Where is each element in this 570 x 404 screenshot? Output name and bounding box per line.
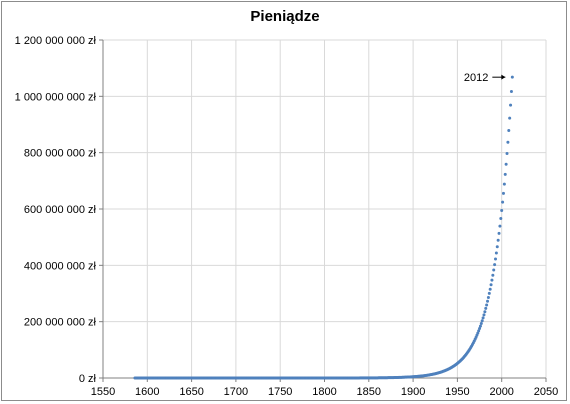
y-tick-label: 1 200 000 000 zł	[15, 35, 97, 47]
y-tick-label: 0 zł	[79, 373, 97, 385]
data-point	[502, 182, 506, 186]
y-tick-label: 1 000 000 000 zł	[15, 91, 97, 103]
data-point	[507, 129, 511, 133]
data-point	[497, 231, 501, 235]
data-point	[494, 251, 498, 255]
x-tick-label: 1850	[357, 386, 381, 398]
data-point	[486, 295, 490, 299]
data-point	[498, 224, 502, 228]
data-point	[478, 327, 482, 331]
data-point	[480, 319, 484, 323]
data-point	[509, 90, 513, 94]
data-point	[510, 75, 514, 79]
data-point	[479, 321, 483, 325]
data-point	[500, 209, 504, 213]
annotation-arrow-head	[501, 74, 506, 80]
data-point	[503, 172, 507, 176]
grid-lines	[103, 39, 547, 378]
data-point	[488, 287, 492, 291]
data-point	[499, 216, 503, 220]
x-tick-label: 1950	[445, 386, 469, 398]
x-tick-label: 2050	[534, 386, 558, 398]
data-point	[492, 268, 496, 272]
data-point	[506, 140, 510, 144]
x-tick-label: 2000	[489, 386, 513, 398]
x-tick-label: 1700	[224, 386, 248, 398]
data-point	[491, 273, 495, 277]
data-point	[509, 103, 513, 107]
y-tick-label: 400 000 000 zł	[24, 260, 97, 272]
x-tick-label: 1650	[179, 386, 203, 398]
annotation: 2012	[464, 72, 506, 84]
data-point	[489, 283, 493, 287]
data-point	[485, 303, 489, 307]
x-tick-label: 1750	[268, 386, 292, 398]
x-tick-label: 1550	[91, 386, 115, 398]
data-point	[496, 238, 500, 242]
data-point	[501, 200, 505, 204]
y-tick-label: 800 000 000 zł	[24, 148, 97, 160]
y-tick-label: 600 000 000 zł	[24, 204, 97, 216]
x-tick-label: 1900	[401, 386, 425, 398]
x-tick-label: 1600	[135, 386, 159, 398]
data-point	[490, 278, 494, 282]
data-point	[478, 324, 482, 328]
data-point	[494, 257, 497, 261]
data-points	[133, 75, 514, 380]
chart-title: Pieniądze	[250, 8, 320, 25]
data-point	[504, 162, 508, 166]
y-tick-label: 200 000 000 zł	[24, 317, 97, 329]
data-point	[505, 152, 509, 156]
data-point	[501, 191, 505, 195]
data-point	[481, 316, 485, 320]
data-point	[495, 245, 499, 249]
data-point	[487, 291, 491, 295]
data-point	[486, 299, 490, 303]
y-tick-labels: 0 zł 200 000 000 zł 400 000 000 zł 600 000 …	[15, 35, 97, 385]
data-point	[482, 313, 486, 317]
data-point	[484, 306, 488, 310]
data-point	[493, 263, 497, 267]
data-point	[483, 310, 487, 314]
data-point	[477, 329, 481, 333]
x-tick-label: 1800	[312, 386, 336, 398]
annotation-label: 2012	[464, 72, 488, 84]
x-tick-labels: 1550 1600 1650 1700 1750 1800 1850 1900 1950 2000…	[91, 386, 558, 398]
data-point	[508, 116, 512, 120]
